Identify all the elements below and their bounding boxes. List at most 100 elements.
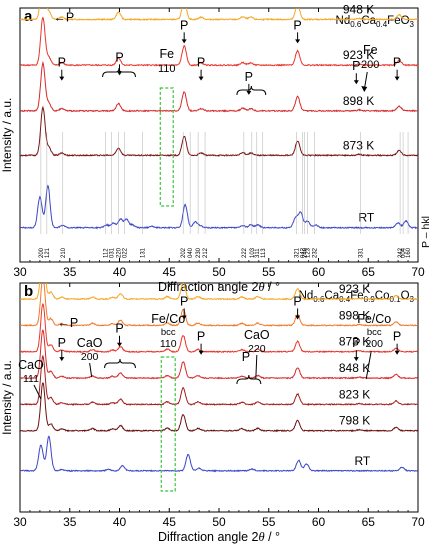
hkl-label: 220 [117,247,123,258]
cao-200-arrow [89,362,93,378]
peak-arrowhead [117,342,122,347]
hkl-label: 242 [398,247,404,258]
series-line-RT [20,435,418,473]
hkl-label: 123 [306,247,312,258]
cao-111-label: CaO [18,358,44,372]
fe-110-hkl: 110 [158,63,176,75]
peak-brace [102,67,136,78]
series-line-798-K [20,382,418,433]
peak-arrowhead [295,39,301,44]
panel-letter: a [24,8,33,25]
peak-brace [236,374,262,385]
hkl-label: 160 [406,247,412,258]
y-axis-label: Intensity / a.u. [0,98,14,173]
x-tick-label: 60 [312,265,326,279]
hkl-label: 311 [255,248,261,258]
feco-110-sub: bcc [161,327,176,338]
chart-panel-b: 30 35 40 45 50 55 60 65 70 Diffraction angle 2θ /… [0,282,425,544]
hkl-label: 230 [196,247,202,258]
x-tick-label: 35 [63,515,77,529]
compound-formula: Nd0.6Ca0.4FeO3 [336,15,415,29]
hkl-label: 103 [250,247,256,258]
series-label-RT: RT [354,454,370,468]
peak-marker-p: P [197,330,205,344]
x-axis-label: Diffraction angle 2θ / ° [158,530,280,544]
hkl-label: 210 [61,247,67,258]
cao-220-hkl: 220 [248,343,266,355]
cao-200-hkl: 200 [81,351,99,363]
x-tick-label: 35 [63,265,77,279]
peak-marker-p: P [293,294,301,308]
series-label-823-K: 823 K [339,387,370,401]
hkl-label: 222 [242,247,248,258]
series-line-898-K [20,283,418,327]
series-label-948-K: 948 K [343,2,374,16]
series-label-923-K: 923 K [343,48,374,62]
feco-200-sub: bcc [367,327,382,338]
x-tick-label: 55 [262,265,276,279]
series-line-823-K [20,354,418,406]
hkl-label: 031 [110,247,116,258]
fe-110-box [159,87,174,207]
p-main-marker: ←P [57,316,78,330]
peak-marker-p: P [58,336,66,350]
x-tick-label: 55 [262,515,276,529]
series-label-898-K: 898 K [343,94,374,108]
peak-marker-p: P [352,59,360,73]
peak-brace [104,358,136,369]
fe-200-arrowhead [361,86,368,92]
feco-110-box [160,356,176,492]
fe-110-label: Fe [159,47,174,61]
trace-group [20,8,418,230]
fe-200-hkl: 200 [361,59,379,71]
x-tick-label: 50 [212,265,226,279]
trace-group [20,283,418,473]
hkl-label: 113 [261,248,267,258]
cao-111-arrow [33,384,42,400]
peak-brace [236,85,267,96]
series-label-873-K: 873 K [343,138,374,152]
peak-arrowhead [117,71,122,76]
y-axis-label: Intensity / a.u. [0,360,14,435]
x-tick-label: 65 [362,515,376,529]
feco-110-hkl: 110 [160,338,177,350]
hkl-label: 042 [301,247,307,258]
x-tick-label: 50 [212,515,226,529]
peak-marker-p: P [245,70,253,84]
peak-arrowhead [394,350,400,355]
series-line-RT [20,184,418,230]
fe-200-label: Fe [363,43,378,57]
hkl-label: 321 [295,247,301,258]
feco-200-hkl: 200 [365,338,383,350]
series-line-923-K [20,16,418,67]
peak-arrowhead [353,80,359,85]
x-tick-label: 40 [113,515,127,529]
p-cao-marker: P [242,350,250,364]
peak-marker-p: ←P [53,10,74,24]
hkl-label: 121 [45,247,51,258]
hkl-label: 131 [140,247,146,258]
peak-marker-p: P [180,294,188,308]
x-tick-label: 40 [113,265,127,279]
x-tick-label: 60 [312,515,326,529]
panel-letter: b [24,283,33,300]
peak-marker-p: P [352,336,360,350]
x-tick-label: 45 [163,515,177,529]
peak-marker-p: P [115,322,123,336]
x-tick-label: 30 [13,265,27,279]
peak-marker-p: P [197,56,205,70]
peak-arrowhead [295,315,301,320]
series-line-873-K [20,105,418,157]
peak-arrowhead [394,76,400,81]
series-label-898-K: 898 K [339,308,370,322]
series-line-848-K [20,329,418,380]
hkl-label: 331 [358,247,364,258]
hkl-side-label: P – hkl [420,216,432,248]
series-line-898-K [20,60,418,113]
x-tick-label: 30 [13,515,27,529]
hkl-label: 040 [188,247,194,258]
series-label-873-K: 873 K [339,335,370,349]
peak-marker-p: P [393,56,401,70]
peak-marker-p: P [293,18,301,32]
peak-arrowhead [59,357,65,362]
